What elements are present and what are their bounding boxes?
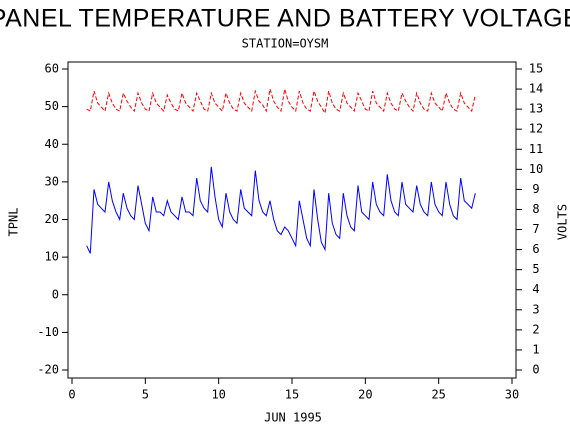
x-tick-label: 25 bbox=[431, 388, 445, 402]
y2-tick-label: 15 bbox=[529, 62, 543, 76]
y-tick-label: 20 bbox=[45, 212, 59, 226]
chart-title: PANEL TEMPERATURE AND BATTERY VOLTAGE bbox=[0, 5, 570, 33]
y2-tick-label: 1 bbox=[532, 342, 539, 356]
y2-tick-label: 10 bbox=[529, 162, 543, 176]
y2-tick-label: 12 bbox=[529, 122, 543, 136]
x-tick-label: 10 bbox=[211, 388, 225, 402]
x-tick-label: 15 bbox=[285, 388, 299, 402]
x-axis-label: JUN 1995 bbox=[264, 411, 322, 425]
y-tick-label: 40 bbox=[45, 137, 59, 151]
y2-tick-label: 11 bbox=[529, 142, 543, 156]
y-tick-label: 0 bbox=[52, 287, 59, 301]
x-tick-label: 20 bbox=[358, 388, 372, 402]
y-tick-label: 10 bbox=[45, 250, 59, 264]
y2-tick-label: 4 bbox=[532, 282, 539, 296]
y-tick-label: -10 bbox=[37, 325, 59, 339]
x-tick-label: 5 bbox=[142, 388, 149, 402]
y-tick-label: 30 bbox=[45, 174, 59, 188]
y2-tick-label: 3 bbox=[532, 302, 539, 316]
y2-tick-label: 0 bbox=[532, 363, 539, 377]
series-line bbox=[86, 166, 476, 254]
y-axis-label: TPNL bbox=[7, 208, 21, 237]
y2-tick-label: 14 bbox=[529, 82, 543, 96]
series-line bbox=[86, 88, 476, 115]
y2-tick-label: 8 bbox=[532, 202, 539, 216]
y2-tick-label: 5 bbox=[532, 262, 539, 276]
x-tick-label: 0 bbox=[68, 388, 75, 402]
y-tick-label: 60 bbox=[45, 62, 59, 76]
chart-subtitle: STATION=OYSM bbox=[242, 37, 329, 51]
y2-tick-label: 9 bbox=[532, 182, 539, 196]
plot-frame bbox=[67, 61, 517, 379]
y2-tick-label: 13 bbox=[529, 102, 543, 116]
y-tick-label: -20 bbox=[37, 363, 59, 377]
x-tick-label: 30 bbox=[505, 388, 519, 402]
y-tick-label: 50 bbox=[45, 99, 59, 113]
y2-tick-label: 6 bbox=[532, 242, 539, 256]
y2-axis-label: VOLTS bbox=[556, 204, 570, 240]
y2-tick-label: 2 bbox=[532, 322, 539, 336]
y2-tick-label: 7 bbox=[532, 222, 539, 236]
